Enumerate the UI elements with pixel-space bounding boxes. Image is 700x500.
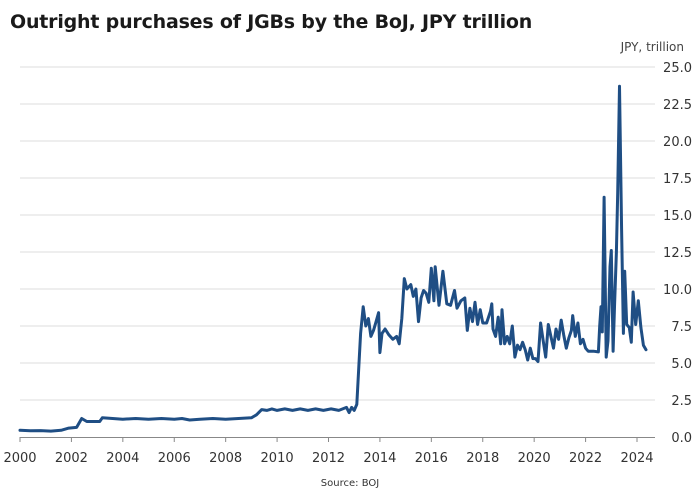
x-tick-label: 2000	[3, 451, 36, 466]
y-tick-label: 22.5	[663, 98, 692, 113]
gridlines	[20, 66, 655, 401]
x-tick-label: 2014	[363, 451, 396, 466]
y-tick-label: 0.0	[671, 431, 692, 446]
y-tick-label: 5.0	[671, 357, 692, 372]
x-tick-label: 2004	[106, 451, 139, 466]
x-tick-label: 2018	[466, 451, 499, 466]
x-tick-label: 2002	[55, 451, 88, 466]
y-tick-label: 10.0	[663, 283, 692, 298]
y-tick-label: 12.5	[663, 246, 692, 261]
y-tick-label: 17.5	[663, 172, 692, 187]
y-tick-label: 7.5	[671, 320, 692, 335]
x-tick-label: 2020	[518, 451, 551, 466]
y-tick-label: 20.0	[663, 135, 692, 150]
x-tick-label: 2024	[620, 451, 653, 466]
y-tick-label: 2.5	[671, 394, 692, 409]
x-tick-label: 2012	[312, 451, 345, 466]
series-line	[18, 84, 648, 433]
chart-title: Outright purchases of JGBs by the BoJ, J…	[10, 11, 533, 33]
y-tick-label: 25.0	[663, 61, 692, 76]
x-tick-label: 2006	[158, 451, 191, 466]
x-tick-label: 2008	[209, 451, 242, 466]
x-tick-label: 2010	[261, 451, 294, 466]
y-axis-unit-label: JPY, trillion	[620, 40, 684, 54]
source-note: Source: BOJ	[321, 478, 379, 489]
y-axis-ticks: 0.0 2.5 5.0 7.5 10.0 12.5 15.0 17.5 20.0 22.5 25.0	[663, 61, 692, 446]
x-axis-ticks: 2000 2002 2004 2006 2008 2010 2012 2014 2016 2018…	[3, 437, 654, 466]
x-tick-label: 2022	[569, 451, 602, 466]
y-tick-label: 15.0	[663, 209, 692, 224]
x-tick-label: 2016	[415, 451, 448, 466]
